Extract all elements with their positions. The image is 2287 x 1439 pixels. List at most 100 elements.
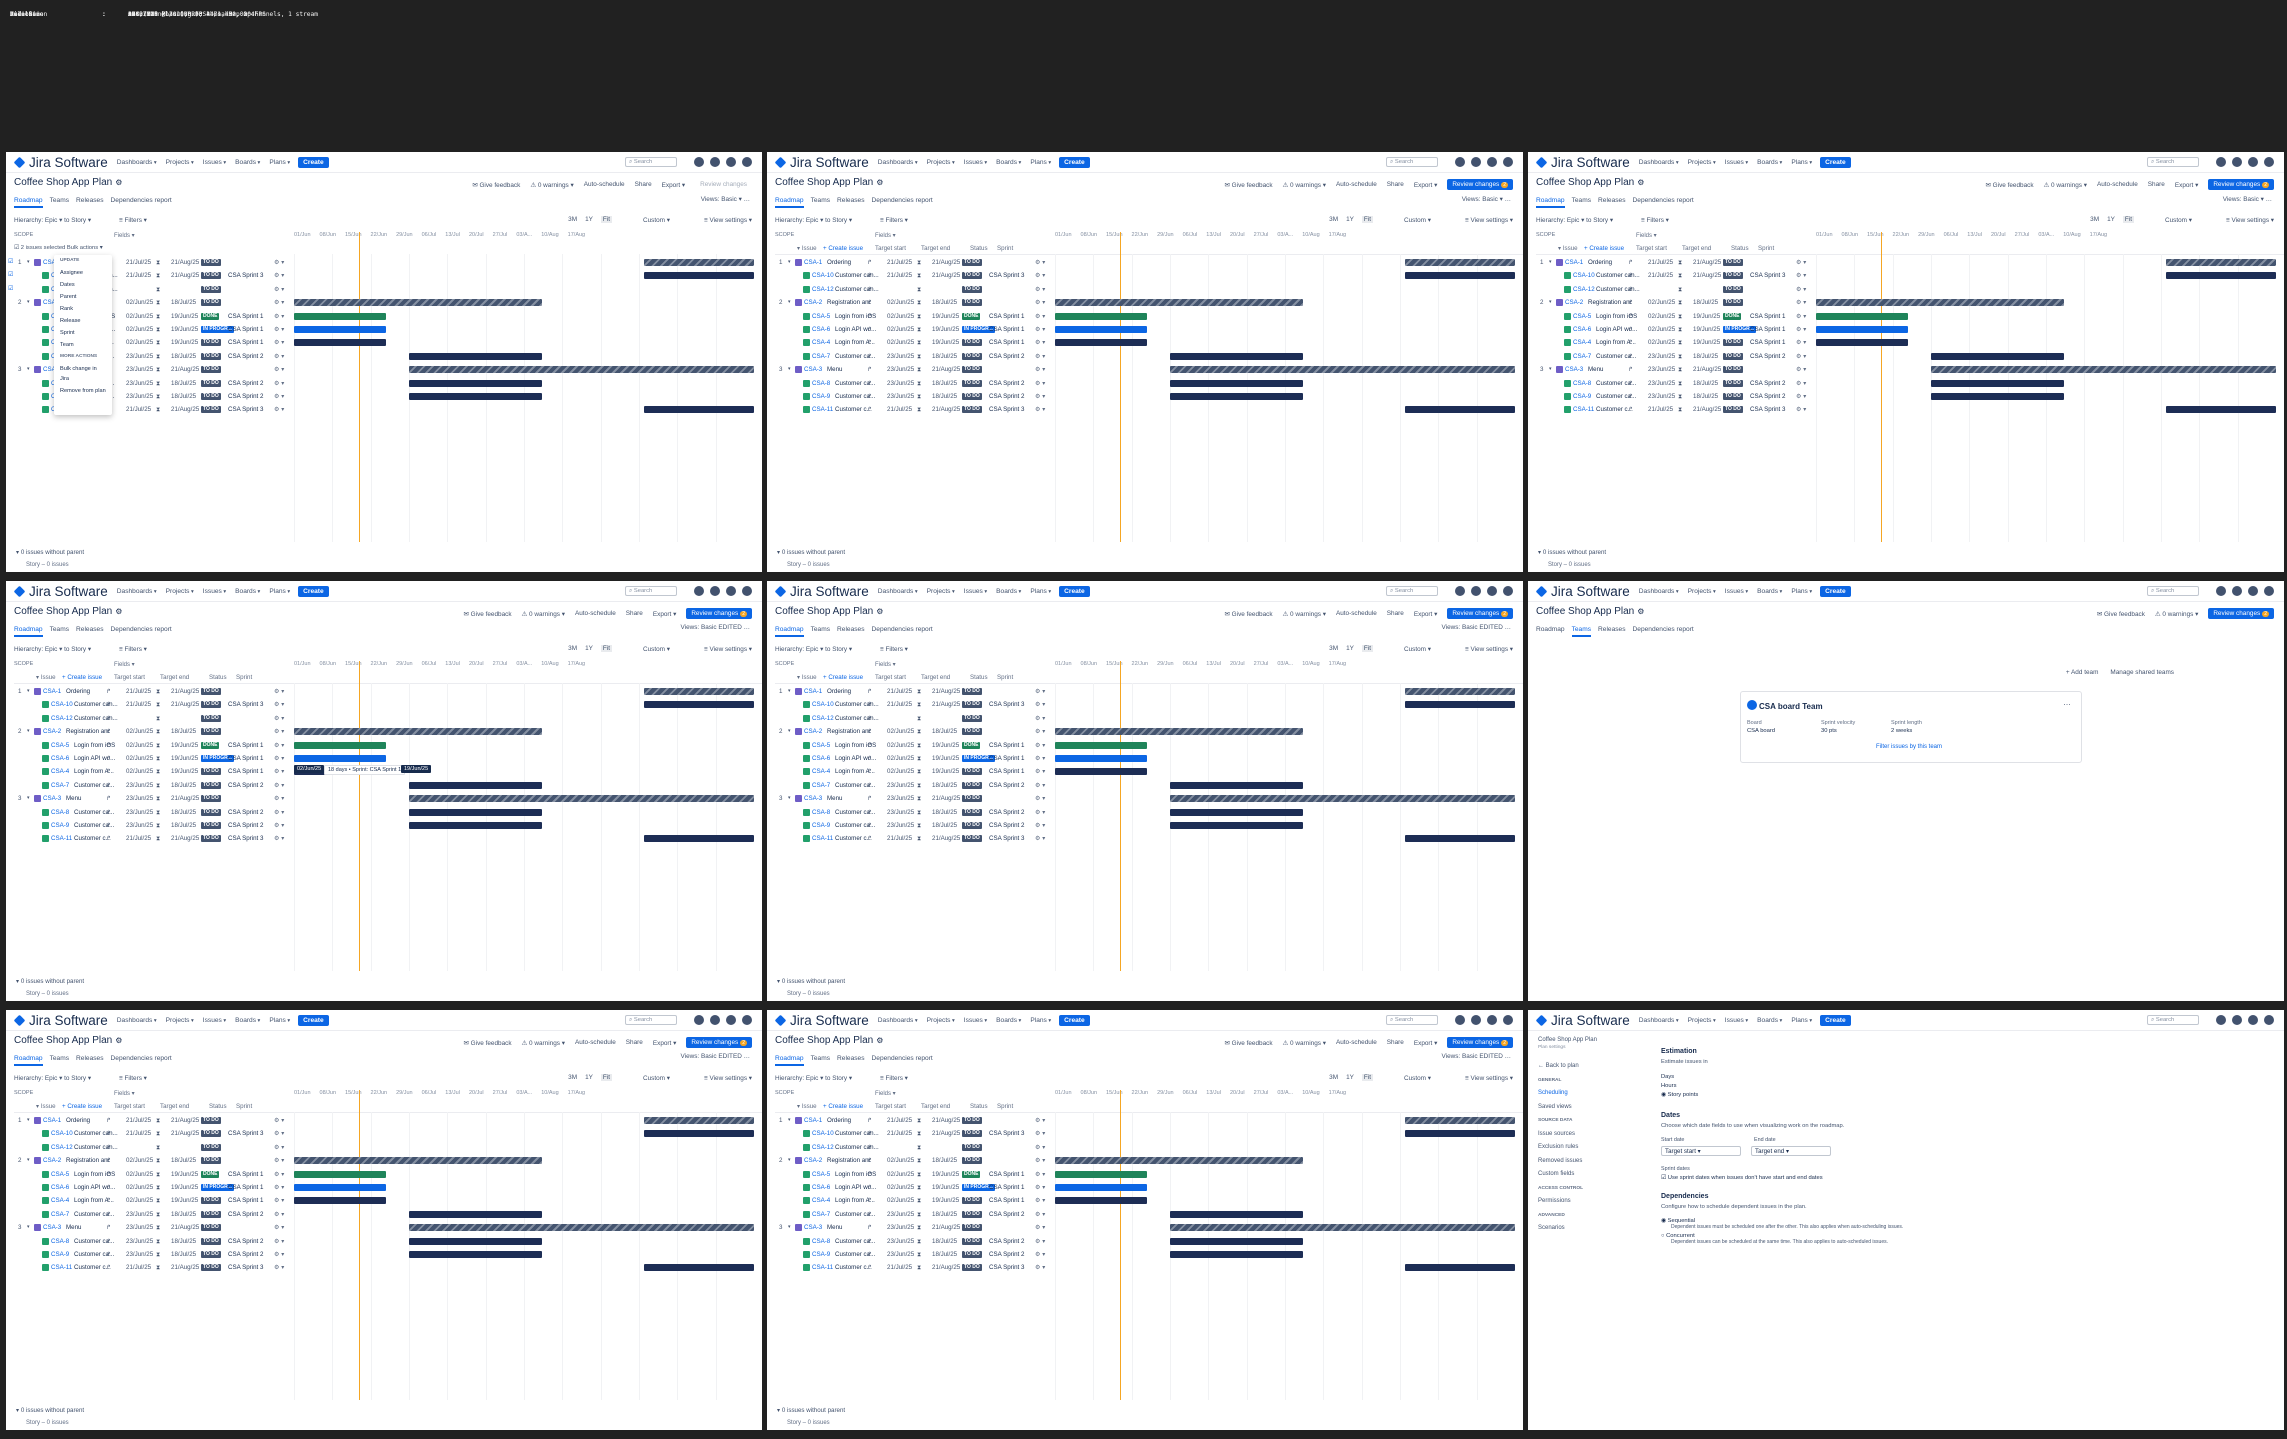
jira-logo[interactable]: Jira Software [13, 1013, 108, 1028]
timeline-bar[interactable] [2165, 272, 2276, 280]
row-options[interactable]: ⚙ ▾ [274, 259, 285, 266]
nav-dashboards[interactable]: Dashboards [1639, 1017, 1679, 1024]
menu-item[interactable]: Sprint [60, 330, 75, 336]
row-options[interactable]: ⚙ ▾ [1035, 808, 1046, 816]
table-row[interactable]: CSA-10 Customer can... ↱ 21/Jul/25 ⧗ 21/Aug/2… [6, 1127, 762, 1140]
row-options[interactable]: ⚙ ▾ [274, 326, 285, 333]
nav-dashboards[interactable]: Dashboards [878, 159, 918, 166]
target-end-value[interactable]: 21/Aug/25 [932, 406, 961, 414]
sprint-value[interactable]: CSA Sprint 1 [1750, 339, 1786, 347]
target-end-value[interactable]: 21/Aug/25 [932, 259, 961, 266]
target-start-value[interactable]: 23/Jun/25 [887, 1251, 915, 1258]
views-selector[interactable]: Views: Basic ▾ … [701, 195, 750, 203]
timeline-bar[interactable] [1170, 808, 1304, 816]
create-button[interactable]: Create [298, 1014, 329, 1026]
target-end-value[interactable]: 18/Jul/25 [932, 1210, 958, 1218]
timeline-bar[interactable] [1055, 755, 1147, 762]
sprint-value[interactable]: CSA Sprint 2 [228, 1237, 264, 1245]
issue-key[interactable]: CSA-5 [1573, 312, 1592, 320]
target-start-value[interactable]: 23/Jun/25 [126, 1237, 154, 1245]
timeline-bar[interactable] [643, 688, 754, 695]
issues-without-parent[interactable]: ▾ 0 issues without parent [1538, 549, 1607, 556]
nav-projects[interactable]: Projects [927, 588, 955, 595]
target-end-value[interactable]: 19/Jun/25 [171, 1170, 199, 1178]
target-start-value[interactable]: 21/Jul/25 [887, 1117, 913, 1124]
target-start-value[interactable]: 02/Jun/25 [1648, 312, 1676, 320]
timeline-bar[interactable] [294, 1170, 386, 1178]
auto-schedule-button[interactable]: Auto-schedule [1335, 610, 1377, 617]
custom-range-button[interactable]: Custom ▾ [1403, 217, 1431, 224]
target-end-value[interactable]: 18/Jul/25 [1693, 379, 1719, 387]
issue-key[interactable]: CSA-2 [804, 1157, 823, 1165]
target-end-value[interactable]: 21/Aug/25 [171, 406, 200, 414]
issue-key[interactable]: CSA-11 [812, 835, 834, 843]
nav-issues[interactable]: Issues [1725, 1017, 1748, 1024]
review-changes-button[interactable]: Review changes 2 [2208, 608, 2274, 619]
target-end-value[interactable]: 21/Aug/25 [171, 835, 200, 843]
nav-issues[interactable]: Issues [964, 1017, 987, 1024]
row-options[interactable]: ⚙ ▾ [1035, 1157, 1046, 1165]
row-options[interactable]: ⚙ ▾ [274, 1264, 285, 1272]
target-end-value[interactable]: 18/Jul/25 [932, 1237, 958, 1245]
issue-key[interactable]: CSA-10 [812, 701, 834, 709]
expand-caret[interactable]: ▾ [27, 299, 30, 306]
target-start-value[interactable]: 21/Jul/25 [126, 1264, 152, 1272]
create-issue-link[interactable]: + Create issue [823, 674, 864, 681]
filters-button[interactable]: ≡ Filters ▾ [119, 646, 147, 653]
timeline-bar[interactable] [643, 1117, 754, 1124]
issue-key[interactable]: CSA-3 [804, 1224, 823, 1232]
timeline-bar[interactable] [1931, 379, 2065, 387]
target-end-value[interactable]: 21/Aug/25 [171, 272, 200, 280]
issue-key[interactable]: CSA-3 [43, 1224, 62, 1232]
sprint-value[interactable]: CSA Sprint 2 [228, 808, 264, 816]
row-options[interactable]: ⚙ ▾ [1035, 379, 1046, 387]
row-options[interactable]: ⚙ ▾ [1035, 741, 1046, 749]
share-button[interactable]: Share [625, 610, 643, 617]
zoom-fit[interactable]: Fit [2122, 216, 2134, 223]
settings-icon[interactable] [1487, 1015, 1497, 1025]
timeline-bar[interactable] [1931, 366, 2276, 374]
target-end-value[interactable]: 18/Jul/25 [932, 379, 958, 387]
menu-item[interactable]: Parent [60, 294, 77, 300]
sprint-value[interactable]: CSA Sprint 1 [228, 741, 264, 749]
target-start-value[interactable]: 02/Jun/25 [887, 1184, 915, 1191]
timeline-bar[interactable] [1055, 768, 1147, 776]
custom-range-button[interactable]: Custom ▾ [642, 646, 670, 653]
issues-without-parent[interactable]: ▾ 0 issues without parent [16, 1407, 85, 1414]
target-end-value[interactable]: 18/Jul/25 [171, 1237, 197, 1245]
timeline-bar[interactable] [1816, 339, 1908, 347]
search-input[interactable]: ⌕ Search [1386, 157, 1438, 167]
row-options[interactable]: ⚙ ▾ [1035, 1224, 1046, 1232]
filters-button[interactable]: ≡ Filters ▾ [119, 217, 147, 224]
tab-teams[interactable]: Teams [1571, 197, 1592, 204]
sprint-value[interactable]: CSA Sprint 1 [989, 312, 1025, 320]
export-button[interactable]: Export ▾ [2174, 181, 2199, 189]
profile-avatar[interactable] [2264, 1015, 2274, 1025]
row-options[interactable]: ⚙ ▾ [274, 714, 285, 722]
target-start-value[interactable]: 02/Jun/25 [126, 339, 154, 347]
timeline-bar[interactable] [1055, 1184, 1147, 1191]
target-start-value[interactable]: 21/Jul/25 [887, 1130, 913, 1138]
target-start-value[interactable]: 02/Jun/25 [887, 755, 915, 762]
zoom-fit[interactable]: Fit [1361, 645, 1373, 652]
sprint-value[interactable]: CSA Sprint 2 [1750, 352, 1786, 360]
settings-icon[interactable] [1487, 586, 1497, 596]
review-changes-button[interactable]: Review changes 2 [686, 608, 752, 619]
zoom-fit[interactable]: Fit [1361, 216, 1373, 223]
plan-settings-icon[interactable]: ⚙ [1637, 178, 1645, 187]
sprint-value[interactable]: CSA Sprint 2 [989, 379, 1025, 387]
target-start-value[interactable]: 21/Jul/25 [126, 259, 152, 266]
row-options[interactable]: ⚙ ▾ [274, 1157, 285, 1165]
create-button[interactable]: Create [1820, 156, 1851, 168]
hierarchy-selector[interactable]: Hierarchy: Epic ▾ to Story ▾ [775, 646, 853, 653]
search-input[interactable]: ⌕ Search [1386, 586, 1438, 596]
